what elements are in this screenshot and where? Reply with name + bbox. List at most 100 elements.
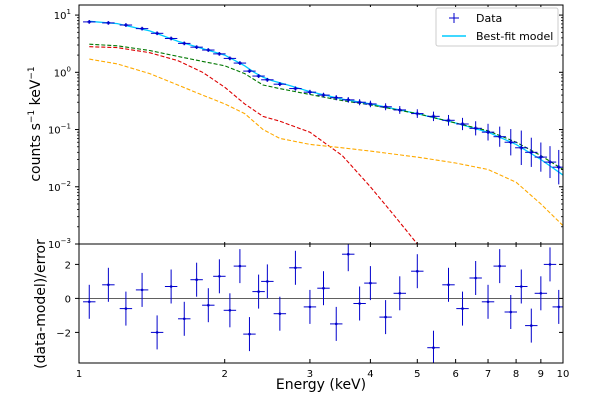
residual-data-point xyxy=(135,272,149,307)
residual-data-point xyxy=(504,295,517,329)
x-tick-label: 8 xyxy=(513,369,519,380)
x-tick-label: 3 xyxy=(307,369,313,380)
residual-data-point xyxy=(261,264,274,299)
top-y-axis-title: counts s−1 keV−1 xyxy=(27,66,44,181)
residual-data-point xyxy=(178,301,191,336)
spectrum-data-point xyxy=(233,61,247,65)
spectrum-data-point xyxy=(493,126,506,147)
residual-data-point xyxy=(213,259,226,294)
spectrum-data-point xyxy=(442,114,455,126)
component-red-line xyxy=(89,46,418,244)
legend-box xyxy=(435,7,559,47)
spectrum-data-point xyxy=(317,92,330,98)
residual-data-point xyxy=(252,274,265,309)
legend-model-label: Best-fit model xyxy=(476,30,553,43)
residual-data-point xyxy=(393,276,406,311)
x-tick-label: 10 xyxy=(557,369,570,380)
spectrum-data-point xyxy=(178,41,191,46)
residuals-data-points xyxy=(83,244,563,363)
residual-data-point xyxy=(303,289,317,324)
y-tick-label: 101 xyxy=(54,8,71,22)
spectrum-data-point xyxy=(243,69,256,73)
residual-data-point xyxy=(353,286,366,321)
legend-data-marker xyxy=(449,13,459,23)
spectrum-data-point xyxy=(190,45,203,49)
x-tick-label: 7 xyxy=(485,369,491,380)
residual-data-point xyxy=(317,271,330,306)
residual-data-point xyxy=(164,269,178,304)
spectrum-data-point xyxy=(481,123,495,141)
spectrum-data-point xyxy=(252,74,265,78)
spectrum-data-point xyxy=(289,86,302,91)
spectrum-data-point xyxy=(342,97,355,103)
spectrum-data-point xyxy=(83,20,96,24)
spectrum-data-point xyxy=(525,137,538,167)
x-tick-label: 4 xyxy=(367,369,373,380)
residual-data-point xyxy=(456,291,469,326)
legend: Data Best-fit model xyxy=(435,7,559,47)
residual-data-point xyxy=(150,315,164,350)
residual-data-point xyxy=(83,284,96,319)
residual-data-point xyxy=(202,288,215,323)
spectrum-panel: 10−3 10−2 10−1 100 101 Data Best-fit model c… xyxy=(27,4,564,251)
residual-data-point xyxy=(330,306,343,341)
spectrum-data-point xyxy=(213,52,226,56)
spectrum-data-point xyxy=(223,56,237,61)
spectrum-data-point xyxy=(504,129,517,156)
residual-data-point xyxy=(243,317,256,352)
residuals-panel: −2 0 2 1 2 3 4 5 6 7 8 9 10 (data-model)/error Energ… xyxy=(33,239,569,393)
residual-data-point xyxy=(525,308,538,343)
residual-y-tick-label: 2 xyxy=(65,260,71,271)
residual-data-point xyxy=(233,249,247,284)
residual-data-point xyxy=(481,284,495,319)
component-orange-line xyxy=(89,58,563,226)
residuals-axis-ticks: −2 0 2 1 2 3 4 5 6 7 8 9 10 xyxy=(56,244,569,380)
x-axis-title: Energy (keV) xyxy=(276,377,366,393)
spectrum-data-point xyxy=(102,21,115,25)
y-tick-label: 10−3 xyxy=(48,237,71,251)
residual-data-point xyxy=(493,249,506,284)
y-tick-label: 100 xyxy=(54,65,71,79)
residual-data-point xyxy=(543,247,557,282)
residual-data-point xyxy=(469,261,482,295)
spectrum-data-point xyxy=(456,117,469,131)
spectrum-data-points xyxy=(83,20,563,185)
spectrum-data-point xyxy=(411,109,424,118)
spectrum-data-point xyxy=(353,99,366,106)
residual-data-point xyxy=(427,330,440,363)
spectrum-data-point xyxy=(164,36,178,41)
x-tick-label: 6 xyxy=(452,369,458,380)
residual-data-point xyxy=(342,244,355,272)
spectrum-data-point xyxy=(303,89,317,95)
residual-data-point xyxy=(102,267,115,302)
legend-data-label: Data xyxy=(476,12,502,25)
spectrum-data-point xyxy=(330,95,343,101)
residual-data-point xyxy=(411,254,424,289)
residuals-plot-area xyxy=(79,244,563,363)
residual-data-point xyxy=(289,250,302,285)
spectrum-data-point xyxy=(543,146,557,179)
bottom-y-axis-title: (data-model)/error xyxy=(33,239,49,369)
spectrum-data-point xyxy=(379,103,392,111)
residual-data-point xyxy=(515,269,528,304)
residual-data-point xyxy=(273,296,287,331)
residual-data-point xyxy=(379,300,392,335)
residual-y-tick-label: −2 xyxy=(56,328,71,339)
residual-data-point xyxy=(119,291,133,326)
spectrum-data-point xyxy=(427,111,440,122)
x-tick-label: 5 xyxy=(414,369,420,380)
residual-data-point xyxy=(364,266,377,301)
x-tick-label: 2 xyxy=(222,369,228,380)
spectrum-data-point xyxy=(119,23,133,27)
spectrum-data-point xyxy=(393,106,406,114)
spectrum-data-point xyxy=(534,142,548,172)
spectrum-data-point xyxy=(469,121,482,136)
spectrum-data-point xyxy=(515,130,528,166)
spectrum-data-point xyxy=(261,77,274,82)
x-tick-label: 1 xyxy=(76,369,82,380)
spectrum-data-point xyxy=(150,31,164,36)
y-tick-label: 10−2 xyxy=(48,180,71,194)
residual-y-tick-label: 0 xyxy=(65,294,71,305)
residual-data-point xyxy=(223,293,237,328)
